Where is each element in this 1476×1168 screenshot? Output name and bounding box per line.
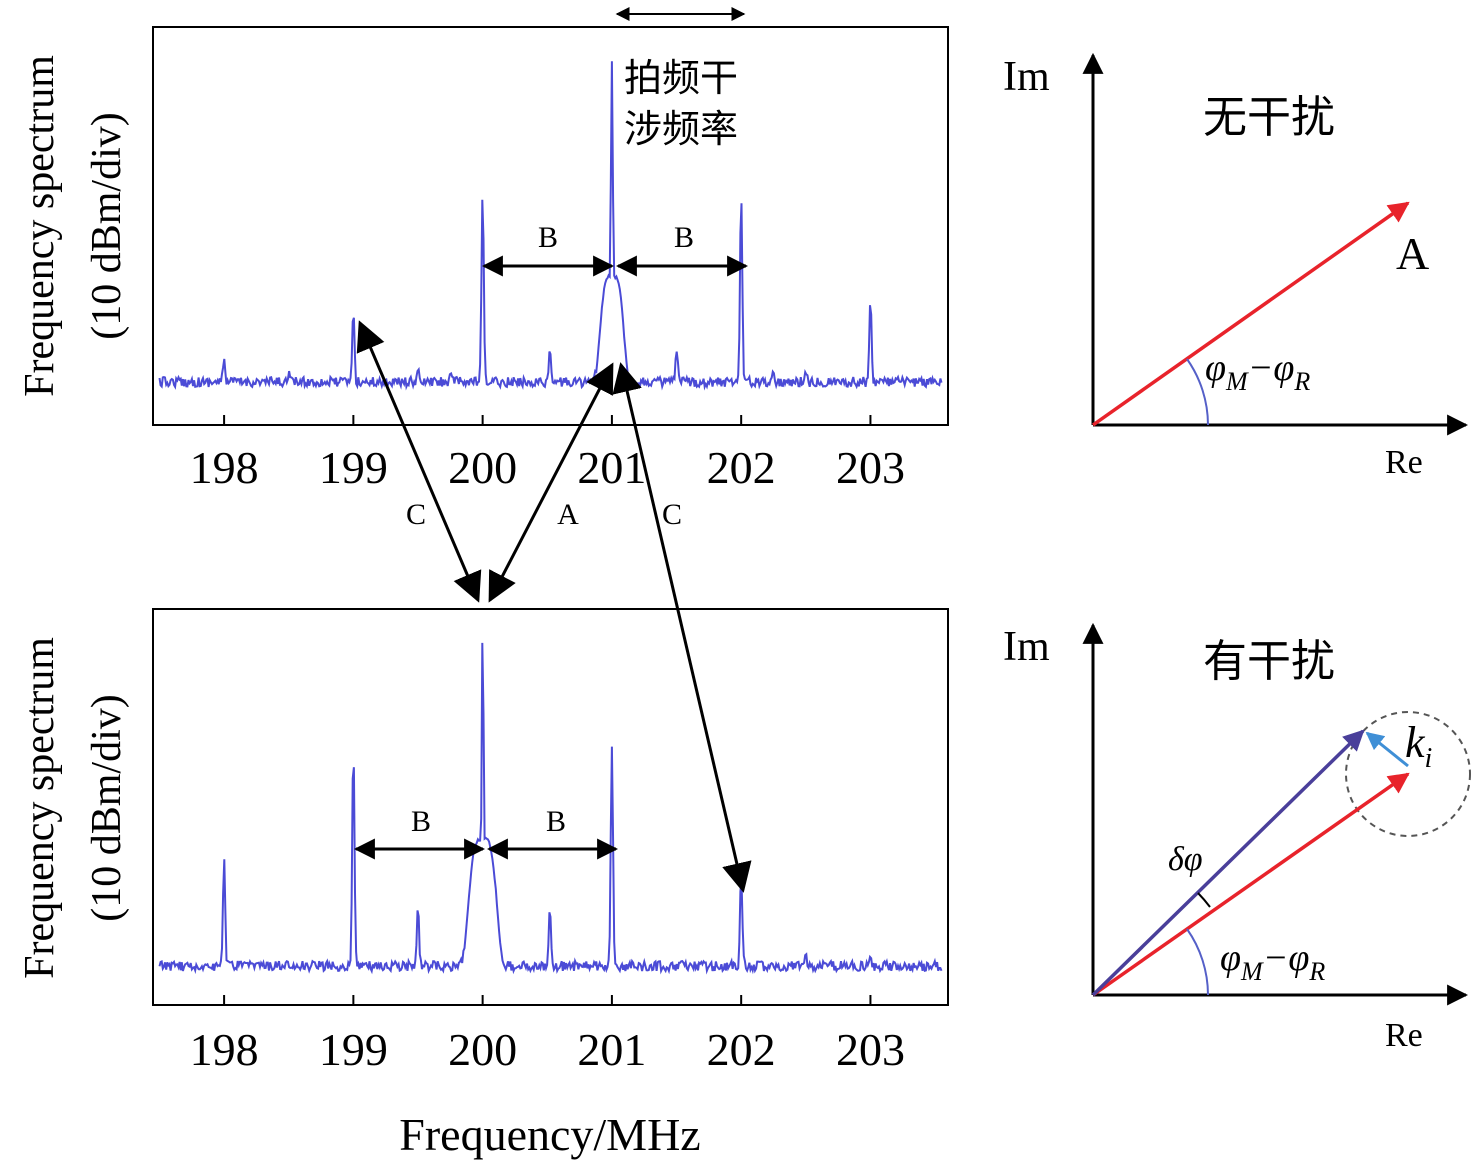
- delta-angle-arc: [1197, 892, 1211, 908]
- beat-annotation-line1: 拍频干: [624, 56, 738, 100]
- mapping-arrow-c-left: [356, 320, 482, 603]
- top-span-label-right: B: [674, 221, 694, 254]
- top-angle-label: φM−φR: [1205, 347, 1310, 396]
- x-axis-label: Frequency/MHz: [399, 1109, 700, 1160]
- bottom-perturbed-vector: [1091, 729, 1365, 997]
- top-vector-label: A: [1396, 228, 1429, 279]
- top-span-label-left: B: [538, 221, 558, 254]
- bottom-phasor-title: 有干扰: [1203, 636, 1335, 687]
- x-tick-label: 202: [707, 1024, 776, 1075]
- x-tick-label: 198: [190, 1024, 259, 1075]
- top-y-label: Frequency spectrum (10 dBm/div): [17, 55, 130, 397]
- bottom-y-label-line1: Frequency spectrum: [17, 637, 63, 979]
- beat-annotation-line2: 涉频率: [624, 107, 738, 151]
- x-tick-label: 199: [319, 1024, 388, 1075]
- x-tick-label: 201: [577, 1024, 646, 1075]
- bottom-y-label: Frequency spectrum (10 dBm/div): [17, 637, 130, 979]
- top-spectrum-panel: 198 199 200 201 202 203 B B 拍频干 涉频率: [152, 7, 949, 493]
- mapping-label-a: A: [557, 498, 579, 531]
- bottom-angle-arc: [1186, 928, 1209, 996]
- perturbation-circle: [1345, 711, 1471, 837]
- top-spectrum-trace: [158, 61, 943, 391]
- k-label: ki: [1405, 718, 1432, 774]
- bottom-x-tick-labels: 198 199 200 201 202 203: [190, 1024, 905, 1075]
- x-tick-label: 203: [836, 1024, 905, 1075]
- bottom-y-label-line2: (10 dBm/div): [84, 694, 130, 922]
- top-y-label-line2: (10 dBm/div): [84, 112, 130, 340]
- bottom-phasor-diagram: Im Re 有干扰 ki δφ φM−φR: [1003, 622, 1471, 1054]
- top-x-ticks: [223, 415, 872, 425]
- bottom-span-label-left: B: [411, 805, 431, 838]
- mapping-label-c-left: C: [406, 498, 426, 531]
- perturbation-vector-k: [1365, 731, 1409, 768]
- x-tick-label: 199: [319, 442, 388, 493]
- delta-phi-label: δφ: [1168, 841, 1203, 878]
- top-re-label: Re: [1385, 444, 1423, 481]
- bottom-angle-label: φM−φR: [1220, 937, 1325, 986]
- top-phasor-vector-a: [1091, 201, 1410, 427]
- x-tick-label: 203: [836, 442, 905, 493]
- top-angle-arc: [1186, 358, 1209, 426]
- x-tick-label: 198: [190, 442, 259, 493]
- mapping-label-c-right: C: [662, 498, 682, 531]
- x-tick-label: 202: [707, 442, 776, 493]
- mapping-arrow-a: [488, 362, 614, 603]
- bottom-x-ticks: [223, 995, 872, 1005]
- top-y-label-line1: Frequency spectrum: [17, 55, 63, 397]
- mapping-arrow-c-right: [612, 362, 752, 893]
- mapping-arrows: C A C: [356, 320, 752, 893]
- x-tick-label: 201: [577, 442, 646, 493]
- bottom-reference-vector: [1091, 772, 1410, 997]
- bottom-spectrum-panel: 198 199 200 201 202 203 B B: [152, 608, 949, 1075]
- bottom-span-label-right: B: [546, 805, 566, 838]
- bottom-re-label: Re: [1385, 1017, 1423, 1054]
- top-x-tick-labels: 198 199 200 201 202 203: [190, 442, 905, 493]
- x-tick-label: 200: [448, 1024, 517, 1075]
- bottom-spectrum-frame: [152, 608, 949, 1006]
- top-im-label: Im: [1003, 54, 1050, 100]
- x-tick-label: 200: [448, 442, 517, 493]
- bottom-im-label: Im: [1003, 624, 1050, 670]
- bottom-spectrum-trace: [158, 642, 943, 975]
- top-phasor-title: 无干扰: [1203, 92, 1335, 143]
- top-phasor-diagram: Im Re 无干扰 A φM−φR: [1003, 52, 1469, 481]
